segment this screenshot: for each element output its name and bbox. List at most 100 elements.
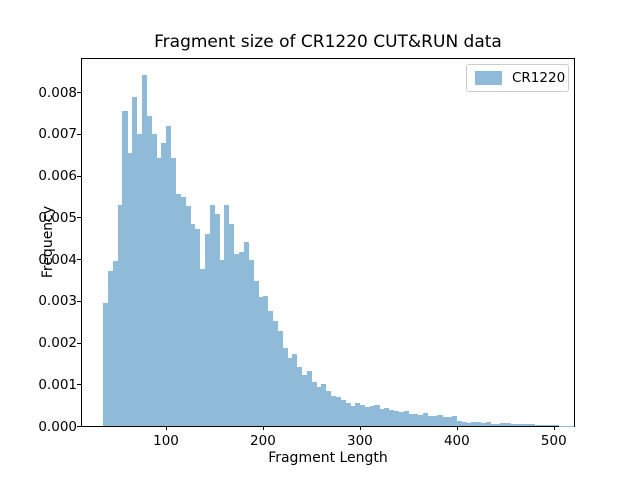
histogram-bar (253, 280, 259, 426)
histogram-bar (505, 422, 511, 426)
histogram-bar (398, 411, 404, 426)
histogram-bar (180, 196, 186, 426)
histogram-bar (161, 143, 167, 426)
histogram-bar (442, 416, 448, 426)
histogram-bar (427, 415, 433, 426)
histogram-bar (301, 374, 307, 426)
histogram-bar (495, 423, 501, 426)
histogram-bar (267, 310, 274, 426)
histogram-bar (287, 357, 293, 426)
histogram-bar (146, 115, 152, 426)
y-axis-tick (77, 426, 81, 427)
x-axis-tick-label: 400 (443, 433, 470, 449)
histogram-bar (185, 205, 191, 426)
histogram-bar (214, 213, 220, 426)
histogram-bar (190, 223, 196, 426)
histogram-bar (500, 423, 506, 426)
histogram-bar (374, 405, 380, 426)
histogram-bar (282, 347, 288, 426)
x-axis-label: Fragment Length (268, 450, 388, 466)
y-axis-tick (77, 300, 81, 302)
histogram-bar (422, 413, 429, 426)
histogram-bar (156, 157, 162, 426)
y-axis-tick (77, 259, 81, 260)
y-axis-tick-label: 0.008 (38, 84, 77, 101)
histogram-bar (534, 424, 540, 426)
histogram-bar (437, 415, 443, 426)
histogram-bar (447, 417, 453, 426)
x-axis-tick-label: 500 (540, 433, 567, 449)
histogram-bar (325, 391, 332, 426)
histogram-bar (519, 423, 526, 426)
x-axis-tick-label: 100 (153, 433, 179, 449)
histogram-bar (136, 133, 143, 426)
x-axis-tick (359, 426, 361, 430)
y-axis-tick (77, 133, 81, 135)
x-axis-tick-label: 200 (250, 433, 276, 449)
x-axis-tick-label: 300 (347, 433, 373, 449)
histogram-bar (539, 424, 545, 426)
histogram-bar (229, 223, 235, 426)
histogram-bar (262, 296, 269, 426)
histogram-bar (393, 410, 400, 426)
x-axis-tick (262, 426, 264, 430)
histogram-bar (553, 425, 560, 426)
histogram-bars (82, 59, 574, 426)
histogram-bar (277, 330, 283, 426)
histogram-bar (432, 416, 438, 426)
histogram-bar (272, 320, 278, 426)
histogram-bar (107, 270, 114, 426)
histogram-bar (132, 97, 138, 426)
histogram-bar (248, 259, 254, 426)
y-axis-tick (77, 175, 81, 177)
histogram-bar (112, 261, 118, 426)
histogram-bar (117, 204, 123, 426)
histogram-bar (209, 204, 215, 426)
y-axis-tick-label: 0.002 (38, 335, 77, 351)
histogram-bar (151, 133, 157, 426)
histogram-bar (476, 421, 482, 426)
chart-title: Fragment size of CR1220 CUT&RUN data (154, 32, 502, 52)
legend-swatch (475, 71, 502, 85)
histogram-bar (418, 414, 424, 426)
y-axis-tick (77, 384, 81, 386)
histogram-bar (413, 413, 419, 426)
histogram-bar (408, 413, 414, 426)
histogram-bar (127, 152, 133, 426)
histogram-bar (166, 125, 172, 426)
histogram-bar (102, 302, 109, 426)
histogram-bar (311, 382, 317, 426)
legend-label: CR1220 (512, 70, 566, 86)
histogram-bar (490, 423, 497, 426)
histogram-bar (466, 422, 472, 426)
histogram-bar (524, 423, 530, 426)
histogram-bar (515, 424, 521, 426)
histogram-bar (379, 408, 385, 426)
histogram-bar (296, 367, 303, 426)
histogram-bar (204, 234, 211, 426)
y-axis-tick-label: 0.007 (38, 126, 77, 143)
y-axis-label: Frequency (40, 205, 56, 279)
histogram-bar (529, 424, 535, 426)
histogram-bar (403, 410, 409, 426)
y-axis-tick-label: 0.000 (38, 418, 77, 435)
histogram-bar (544, 425, 550, 426)
x-axis-tick (553, 426, 555, 430)
histogram-bar (384, 408, 390, 426)
histogram-bar (170, 157, 177, 426)
histogram-bar (510, 423, 516, 426)
legend: CR1220 (466, 64, 569, 92)
histogram-bar (364, 407, 370, 426)
histogram-bar (292, 354, 298, 426)
x-axis-tick (456, 426, 458, 430)
histogram-bar (238, 251, 244, 426)
histogram-bar (321, 383, 327, 426)
y-axis-tick-label: 0.003 (38, 293, 77, 310)
histogram-bar (355, 403, 361, 426)
x-axis-tick (166, 426, 167, 430)
histogram-bar (481, 422, 487, 426)
histogram-bar (471, 422, 477, 426)
histogram-bar (258, 296, 264, 426)
histogram-bar (141, 74, 147, 426)
